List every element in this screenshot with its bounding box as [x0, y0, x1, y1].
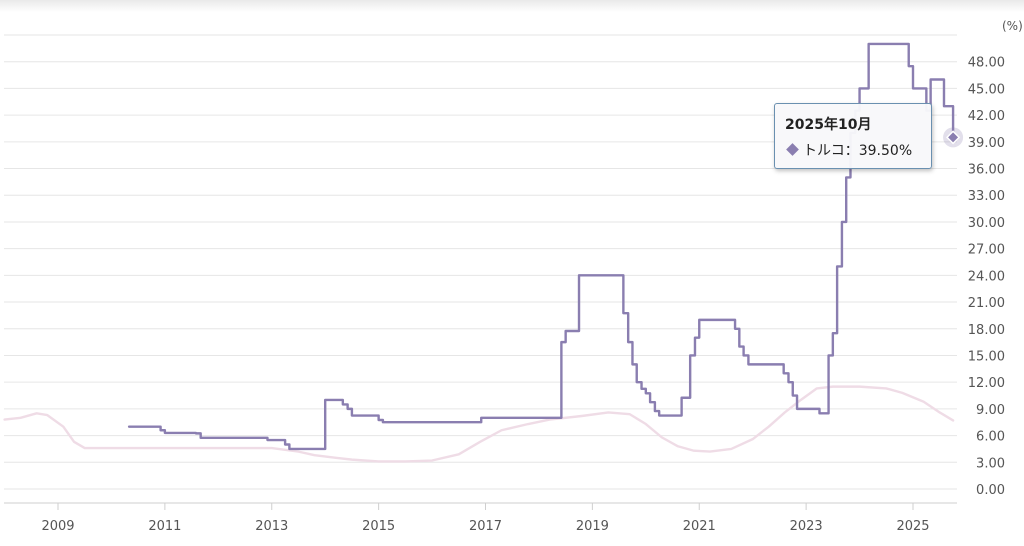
y-tick-label: 12.00 — [968, 376, 1005, 391]
y-tick-label: 27.00 — [968, 243, 1005, 258]
y-tick-label: 3.00 — [976, 456, 1005, 471]
top-shadow-bar — [0, 0, 1024, 12]
y-tick-label: 24.00 — [968, 269, 1005, 284]
y-tick-label: 18.00 — [968, 323, 1005, 338]
y-tick-label: 30.00 — [968, 216, 1005, 231]
y-tick-label: 42.00 — [968, 109, 1005, 124]
tooltip: 2025年10月 トルコ：39.50% — [774, 103, 932, 169]
x-tick-label: 2015 — [362, 519, 395, 534]
y-tick-label: 9.00 — [976, 403, 1005, 418]
x-tick-label: 2021 — [683, 519, 716, 534]
x-axis: 2009 2011 2013 2015 2017 2019 2021 2023 2025 — [41, 503, 930, 534]
series-line-background — [3, 385, 955, 463]
y-tick-label: 6.00 — [976, 430, 1005, 445]
series-group — [3, 42, 955, 463]
hover-diamond-icon — [946, 130, 961, 145]
tooltip-row: トルコ：39.50% — [785, 140, 921, 160]
x-tick-label: 2017 — [469, 519, 502, 534]
y-tick-label: 0.00 — [976, 483, 1005, 498]
y-tick-label: 39.00 — [968, 136, 1005, 151]
y-axis-unit-label: (%) — [1002, 19, 1023, 33]
tooltip-title: 2025年10月 — [785, 117, 872, 133]
y-tick-label: 45.00 — [968, 82, 1005, 97]
y-tick-label: 21.00 — [968, 296, 1005, 311]
tooltip-separator: ： — [844, 143, 859, 159]
x-tick-label: 2023 — [790, 519, 823, 534]
tooltip-series-name: トルコ — [803, 143, 845, 159]
y-tick-label: 15.00 — [968, 349, 1005, 364]
x-tick-label: 2011 — [148, 519, 181, 534]
hover-point — [943, 127, 964, 148]
y-tick-label: 48.00 — [968, 56, 1005, 71]
y-axis: 0.00 3.00 6.00 9.00 12.00 15.00 18.00 21.00 24.0… — [968, 56, 1005, 498]
series-line-turkey — [127, 42, 955, 451]
tooltip-series-marker-icon — [786, 143, 799, 156]
y-tick-label: 33.00 — [968, 189, 1005, 204]
tooltip-value: 39.50% — [858, 143, 913, 159]
x-tick-label: 2019 — [576, 519, 609, 534]
x-tick-label: 2025 — [896, 519, 929, 534]
x-tick-label: 2009 — [41, 519, 74, 534]
y-tick-label: 36.00 — [968, 163, 1005, 178]
x-tick-label: 2013 — [255, 519, 288, 534]
